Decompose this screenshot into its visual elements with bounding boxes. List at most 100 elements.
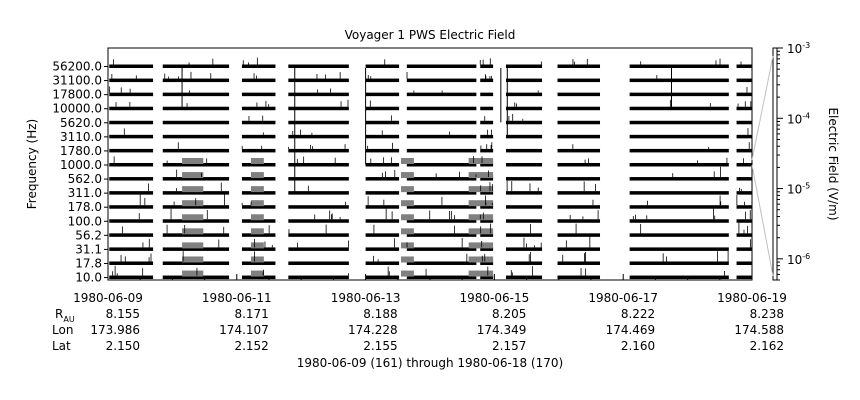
data-segment <box>629 247 729 251</box>
data-segment <box>288 261 349 265</box>
data-segment <box>162 191 230 195</box>
data-segment <box>241 247 276 251</box>
y-tick-label: 5620.0 <box>60 116 102 130</box>
y-tick-label: 311.0 <box>68 186 102 200</box>
data-segment <box>629 106 729 111</box>
data-segment <box>736 134 752 139</box>
data-segment <box>736 162 752 167</box>
coord-rau: 8.222 <box>621 307 655 321</box>
data-segment <box>557 106 601 111</box>
data-segment <box>406 275 477 280</box>
activity-burst <box>401 256 414 263</box>
data-segment <box>162 148 230 153</box>
data-segment <box>109 191 154 195</box>
data-segment <box>505 275 543 280</box>
data-segment <box>406 134 477 139</box>
data-segment <box>505 233 543 237</box>
data-segment <box>505 261 543 265</box>
data-segment <box>365 261 400 265</box>
activity-burst <box>401 157 414 164</box>
data-segment <box>109 205 154 209</box>
y-tick-label: 100.0 <box>68 214 102 228</box>
activity-burst <box>182 242 204 249</box>
row-label-lon: Lon <box>52 323 73 337</box>
data-segment <box>365 148 400 153</box>
data-segment <box>162 134 230 139</box>
data-segment <box>406 78 477 83</box>
spectrogram-rows <box>108 57 752 280</box>
data-segment <box>736 191 752 195</box>
chart-title: Voyager 1 PWS Electric Field <box>345 28 516 42</box>
data-segment <box>505 106 543 111</box>
data-segment <box>480 120 494 125</box>
data-segment <box>288 219 349 223</box>
data-segment <box>365 64 400 68</box>
data-segment <box>505 219 543 223</box>
data-segment <box>505 191 543 195</box>
data-segment <box>480 162 494 167</box>
x-tick-label: 1980-06-13 <box>331 291 401 305</box>
data-segment <box>162 120 230 125</box>
y-tick-label: 10.0 <box>75 271 102 285</box>
data-segment <box>365 134 400 139</box>
activity-burst <box>468 172 494 179</box>
y-tick-label: 3110.0 <box>60 130 102 144</box>
data-segment <box>241 233 276 237</box>
activity-burst <box>250 172 264 179</box>
data-segment <box>505 64 543 68</box>
data-segment <box>365 120 400 125</box>
data-segment <box>241 148 276 153</box>
data-segment <box>736 233 752 237</box>
data-segment <box>365 219 400 223</box>
data-segment <box>505 78 543 83</box>
data-segment <box>288 64 349 68</box>
data-segment <box>557 233 601 237</box>
y-tick-label: 10000.0 <box>52 102 102 116</box>
data-segment <box>480 247 494 251</box>
data-segment <box>480 64 494 68</box>
data-segment <box>162 106 230 111</box>
data-segment <box>736 64 752 68</box>
data-segment <box>162 275 230 280</box>
data-segment <box>406 148 477 153</box>
coord-lon: 173.986 <box>90 323 140 337</box>
data-segment <box>480 191 494 195</box>
colorbar-tick-label: 10-6 <box>787 252 810 267</box>
data-segment <box>505 148 543 153</box>
data-segment <box>241 191 276 195</box>
data-segment <box>288 205 349 209</box>
y-axis: 56200.031100.017800.010000.05620.03110.0… <box>52 60 108 285</box>
coord-lon: 174.107 <box>219 323 269 337</box>
data-segment <box>736 205 752 209</box>
data-segment <box>109 134 154 139</box>
activity-burst <box>182 214 204 221</box>
data-segment <box>241 261 276 265</box>
data-segment <box>288 106 349 111</box>
data-segment <box>480 134 494 139</box>
coord-lat: 2.150 <box>106 339 140 353</box>
data-segment <box>365 191 400 195</box>
y-tick-label: 56.2 <box>75 228 102 242</box>
date-span-label: 1980-06-09 (161) through 1980-06-18 (170… <box>297 356 563 370</box>
data-segment <box>241 275 276 280</box>
activity-burst <box>250 186 264 193</box>
data-segment <box>109 120 154 125</box>
activity-burst <box>468 242 494 249</box>
colorbar-tick-label: 10-3 <box>787 41 810 56</box>
data-segment <box>629 120 729 125</box>
coord-lon: 174.588 <box>734 323 784 337</box>
activity-burst <box>250 157 264 164</box>
data-segment <box>288 191 349 195</box>
colorbar-tick-base: 10 <box>787 112 802 126</box>
colorbar-tick-exp: -6 <box>802 252 810 261</box>
colorbar-tick-base: 10 <box>787 253 802 267</box>
y-tick-label: 17.8 <box>75 256 102 270</box>
activity-burst <box>182 157 204 164</box>
data-segment <box>406 205 477 209</box>
colorbar-tick-label: 10-4 <box>787 111 810 126</box>
data-segment <box>736 78 752 83</box>
activity-burst <box>468 256 494 263</box>
data-segment <box>365 177 400 181</box>
x-tick-label: 1980-06-11 <box>202 291 272 305</box>
